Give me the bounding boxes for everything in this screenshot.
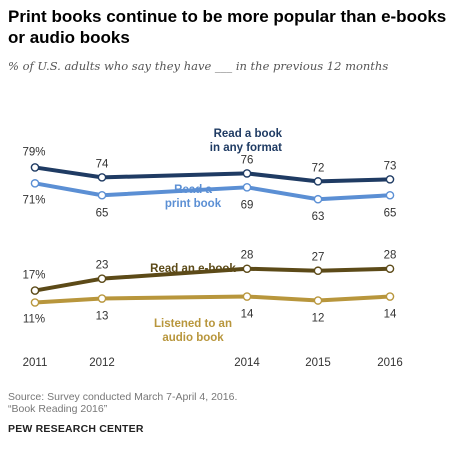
x-tick-2014: 2014 — [234, 357, 260, 369]
brand-footer: PEW RESEARCH CENTER — [8, 423, 144, 435]
data-point-s2-2014 — [242, 183, 252, 192]
data-label-s1-2016: 73 — [384, 160, 397, 172]
series-label-2-line-1: Read a — [174, 184, 212, 196]
series-label-4-line-1: Listened to an — [154, 318, 232, 330]
series-label-2: Read a print book — [165, 184, 222, 210]
chart-subtitle: % of U.S. adults who say they have ___ i… — [8, 59, 389, 73]
data-label-s4-2016: 14 — [384, 309, 397, 321]
x-tick-2016: 2016 — [377, 357, 403, 369]
series-label-3-line-1: Read an e-book — [150, 263, 236, 275]
x-tick-2012: 2012 — [89, 357, 115, 369]
series-line-4 — [33, 294, 392, 305]
data-point-s4-2011 — [30, 298, 40, 307]
data-label-s3-2016: 28 — [384, 250, 397, 262]
series-label-4: Listened to an audio book — [154, 318, 232, 344]
data-label-s1-2014: 76 — [241, 154, 254, 166]
x-tick-2015: 2015 — [305, 357, 331, 369]
series-label-1-line-1: Read a book — [214, 128, 283, 140]
series-label-3: Read an e-book — [150, 263, 236, 275]
data-label-s1-2012: 74 — [96, 158, 109, 170]
data-point-s2-2015 — [313, 194, 323, 204]
data-point-s4-2015 — [313, 296, 323, 305]
source-line-2: “Book Reading 2016” — [8, 403, 108, 415]
data-point-s3-2015 — [313, 266, 323, 276]
x-tick-2011: 2011 — [23, 357, 48, 369]
data-label-s1-2015: 72 — [312, 162, 325, 174]
series-label-1-line-2: in any format — [210, 142, 282, 154]
data-point-s3-2012 — [97, 274, 107, 283]
data-point-s1-2012 — [97, 173, 107, 182]
source-line-1: Source: Survey conducted March 7-April 4… — [8, 391, 238, 403]
data-point-s3-2011 — [30, 286, 40, 295]
data-point-s1-2014 — [242, 169, 252, 178]
data-label-s1-2011: 79% — [22, 146, 45, 158]
data-label-s3-2012: 23 — [96, 260, 109, 272]
chart-title: Print books continue to be more popular … — [8, 7, 447, 47]
series-label-1: Read a book in any format — [210, 128, 283, 154]
data-label-s4-2015: 12 — [312, 313, 325, 325]
data-point-s3-2016 — [385, 264, 395, 274]
data-label-s3-2011: 17% — [22, 270, 45, 282]
data-point-s4-2012 — [97, 294, 107, 303]
series-line-1 — [33, 165, 392, 184]
data-point-s1-2016 — [385, 175, 395, 184]
data-point-s2-2016 — [385, 190, 395, 200]
series-label-4-line-2: audio book — [162, 332, 224, 344]
series-line-2 — [33, 181, 392, 202]
data-point-s3-2014 — [242, 264, 252, 274]
data-point-s1-2015 — [313, 177, 323, 186]
data-point-s2-2011 — [30, 179, 40, 188]
data-label-s4-2014: 14 — [241, 309, 254, 321]
source-note: Source: Survey conducted March 7-April 4… — [8, 391, 237, 415]
data-label-s2-2016: 65 — [384, 207, 397, 219]
data-label-s2-2014: 69 — [241, 199, 254, 211]
data-label-s2-2012: 65 — [96, 207, 109, 219]
data-label-s2-2015: 63 — [312, 211, 325, 223]
data-label-s3-2015: 27 — [312, 252, 325, 264]
data-label-s3-2014: 28 — [241, 250, 254, 262]
line-chart: 79% 74 76 72 73 Read a book in any format 71% 65… — [22, 128, 403, 369]
data-point-s1-2011 — [30, 163, 40, 172]
series-label-2-line-2: print book — [165, 198, 222, 210]
data-point-s4-2014 — [242, 292, 252, 301]
data-label-s2-2011: 71% — [22, 194, 45, 206]
data-label-s4-2011: 11% — [23, 314, 45, 326]
data-point-s4-2016 — [385, 292, 395, 301]
data-point-s2-2012 — [97, 190, 107, 200]
data-label-s4-2012: 13 — [96, 311, 109, 323]
